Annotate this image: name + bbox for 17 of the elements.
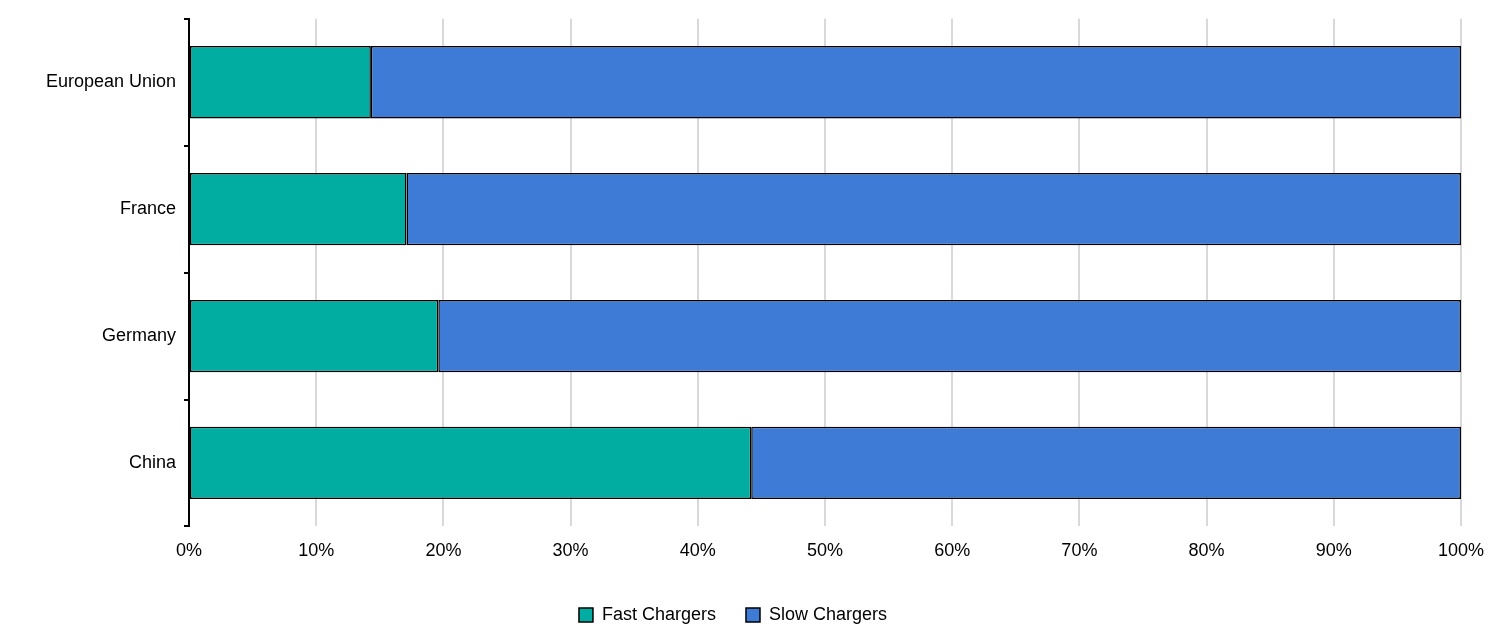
x-tick-label: 100%	[1437, 540, 1484, 561]
x-tick-label: 80%	[1188, 540, 1225, 561]
legend-label: Slow Chargers	[769, 603, 888, 624]
y-tick-label: China	[128, 451, 177, 472]
y-tick-label: Germany	[101, 325, 176, 346]
x-tick-label: 70%	[1061, 540, 1098, 561]
x-tick-label: 40%	[679, 540, 716, 561]
y-tick-label: France	[119, 198, 176, 219]
x-tick-label: 90%	[1315, 540, 1352, 561]
x-tick-label: 60%	[934, 540, 971, 561]
y-tick-label: European Union	[45, 71, 176, 92]
x-tick-label: 50%	[806, 540, 844, 561]
x-tick-label: 0%	[175, 540, 203, 561]
x-tick-label: 20%	[425, 540, 462, 561]
x-tick-label: 30%	[552, 540, 589, 561]
x-tick-label: 10%	[298, 540, 335, 561]
legend-label: Fast Chargers	[601, 603, 716, 624]
